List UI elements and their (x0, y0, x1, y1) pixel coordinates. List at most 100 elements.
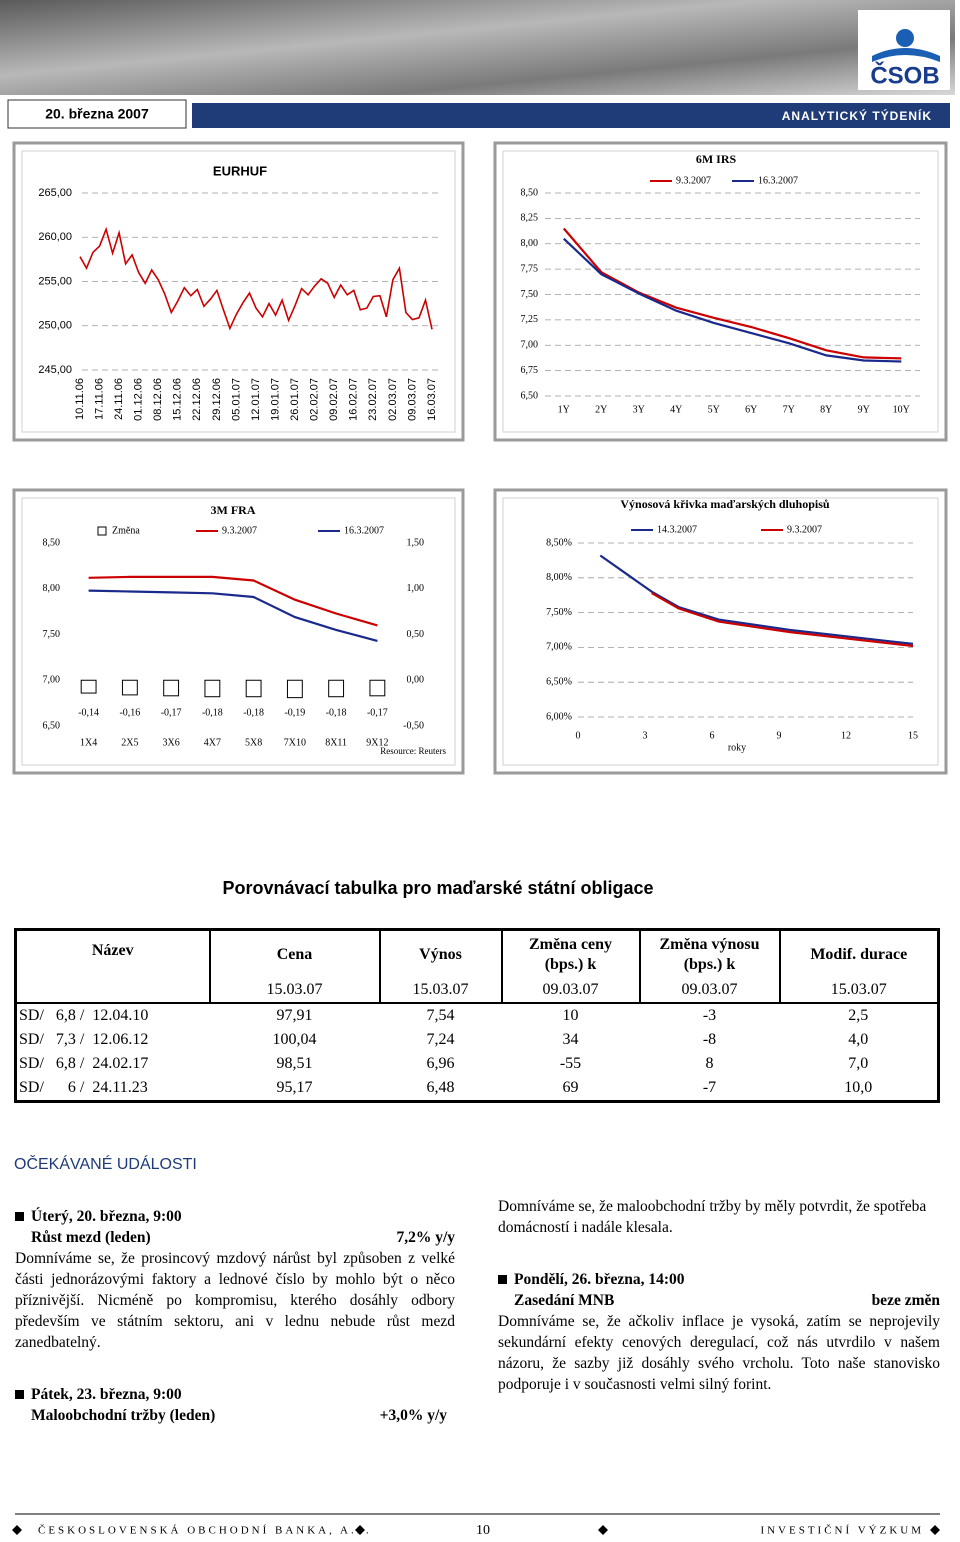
table-cell: -55 (559, 1055, 582, 1072)
value-label: -0,16 (119, 707, 140, 718)
section-heading: OČEKÁVANÉ UDÁLOSTI (14, 1156, 197, 1173)
bullet (15, 1390, 24, 1399)
bond-name: SD/ 6,8 / 24.02.17 (19, 1055, 149, 1072)
table-cell: 6,96 (426, 1055, 455, 1072)
x-tick-label: 3 (643, 730, 648, 741)
header-date: 09.03.07 (542, 981, 599, 998)
chart-frame-inner (502, 497, 939, 766)
x-tick-label: 8Y (820, 404, 832, 415)
chart-title: EURHUF (213, 163, 267, 178)
legend-label: 16.3.2007 (758, 175, 798, 186)
header-cell: Modif. durace 15.03.07 (778, 928, 940, 1004)
x-tick-label: 26.01.07 (289, 378, 301, 421)
y-tick-label: 6,50% (546, 676, 572, 687)
chart-frame-inner (21, 497, 456, 766)
x-tick-label: 9Y (858, 404, 870, 415)
y-tick-label: 6,50 (521, 390, 539, 401)
chart: EURHUF 245,00 250,00 255,00 260,00 265,00 10.1… (12, 141, 465, 442)
y2-tick-label: 0,50 (407, 629, 425, 640)
bar (369, 679, 386, 697)
header-name: Modif. durace (810, 945, 908, 963)
x-tick-label: 8X11 (325, 737, 347, 748)
table-row: SD/ 6,8 / 12.04.10 97,91 7,54 10 -3 2,5 (16, 1003, 939, 1028)
table-row: SD/ 6 / 24.11.23 95,17 6,48 69 -7 10,0 (16, 1076, 939, 1102)
logo-mark (896, 29, 914, 47)
header-cell: Změna výnosu (bps.) k 09.03.07 (638, 928, 781, 1004)
y-tick-label: 7,50 (521, 289, 539, 300)
event-indicator: Zasedání MNB (514, 1292, 615, 1309)
series-line (563, 237, 902, 363)
logo-text: ČSOB (870, 61, 939, 89)
header-name: Výnos (419, 945, 462, 963)
y2-tick-label: 1,50 (407, 537, 425, 548)
legend-label: 14.3.2007 (657, 524, 697, 535)
x-tick-label: 2X5 (121, 737, 138, 748)
header-date: 15.03.07 (830, 981, 887, 998)
chart-frame-inner (502, 150, 939, 433)
event-forecast: +3,0% y/y (379, 1407, 447, 1424)
bar (286, 679, 303, 699)
legend-label: 16.3.2007 (344, 525, 384, 536)
header-name: Změna výnosu (bps.) k (659, 935, 760, 973)
event-when: Pátek, 23. března, 9:00 (31, 1386, 182, 1403)
x-tick-label: 01.12.06 (133, 378, 145, 421)
x-tick-label: 09.02.07 (328, 378, 340, 421)
table-row: SD/ 7,3 / 12.06.12 100,04 7,24 34 -8 4,0 (16, 1028, 939, 1052)
chart-frame (493, 488, 948, 775)
bar (245, 679, 262, 698)
legend-label: 9.3.2007 (222, 525, 257, 536)
value-label: -0,19 (284, 707, 305, 718)
x-tick-label: 6Y (745, 404, 757, 415)
header-cell: Název (14, 928, 211, 1004)
issue-date: 20. března 2007 (45, 106, 149, 122)
table-cell: 10,0 (844, 1079, 873, 1096)
x-tick-label: 1X4 (80, 737, 97, 748)
series-line (651, 592, 914, 648)
x-tick-label: 3X6 (163, 737, 180, 748)
event-when: Pondělí, 26. března, 14:00 (514, 1271, 685, 1288)
bond-name: SD/ 6,8 / 12.04.10 (19, 1007, 149, 1024)
event-title-row: Zasedání MNB beze změn (498, 1290, 940, 1311)
x-tick-label: 5X8 (245, 737, 262, 748)
table-cell: 100,04 (272, 1031, 317, 1048)
table-cell: -3 (702, 1007, 717, 1024)
chart: Výnosová křivka maďarských dluhopisů 6,00… (493, 488, 948, 775)
y2-tick-label: -0,50 (403, 720, 424, 731)
y-tick-label: 7,00 (43, 675, 61, 686)
table-cell: 2,5 (848, 1007, 869, 1024)
event-indicator: Růst mezd (leden) (31, 1229, 151, 1246)
header-name: Cena (276, 945, 313, 963)
value-label: -0,18 (202, 707, 223, 718)
series-line (599, 554, 914, 645)
x-tick-label: 15 (908, 730, 918, 741)
x-tick-label: 09.03.07 (406, 378, 418, 421)
title-bar (192, 103, 950, 128)
x-tick-label: 7X10 (284, 737, 306, 748)
page-number: 10 (476, 1523, 490, 1538)
x-tick-label: 17.11.06 (93, 378, 105, 420)
value-label: -0,18 (243, 707, 264, 718)
header-cell: Změna ceny (bps.) k 09.03.07 (500, 928, 641, 1004)
table-cell: -8 (702, 1031, 717, 1048)
chart: 6M IRS 6,50 6,75 7,00 7,25 7,50 7,75 8,00 8,25 8,… (493, 141, 948, 442)
x-tick-label: 05.01.07 (230, 378, 242, 421)
x-tick-label: 02.02.07 (309, 378, 321, 421)
table-row: SD/ 6,8 / 24.02.17 98,51 6,96 -55 8 7,0 (16, 1052, 939, 1076)
y-tick-label: 6,75 (521, 365, 539, 376)
x-tick-label: 24.11.06 (113, 378, 125, 420)
x-tick-label: 1Y (558, 404, 570, 415)
table-cell: 7,24 (426, 1031, 455, 1048)
y-tick-label: 8,50 (521, 187, 539, 198)
x-tick-label: 23.02.07 (367, 378, 379, 421)
bond-name: SD/ 6 / 24.11.23 (19, 1079, 148, 1096)
series-line (562, 227, 902, 360)
y-tick-label: 8,00 (43, 583, 61, 594)
x-tick-label: 10Y (893, 404, 910, 415)
header-name: Změna ceny (bps.) k (528, 935, 613, 973)
table-cell: 98,51 (276, 1055, 313, 1072)
table-cell: 8 (705, 1055, 714, 1072)
event: Pátek, 23. března, 9:00 Maloobchodní tržb… (15, 1384, 455, 1426)
event: Úterý, 20. března, 9:00 Růst mezd (leden)… (15, 1206, 455, 1353)
y-tick-label: 8,50 (43, 537, 61, 548)
